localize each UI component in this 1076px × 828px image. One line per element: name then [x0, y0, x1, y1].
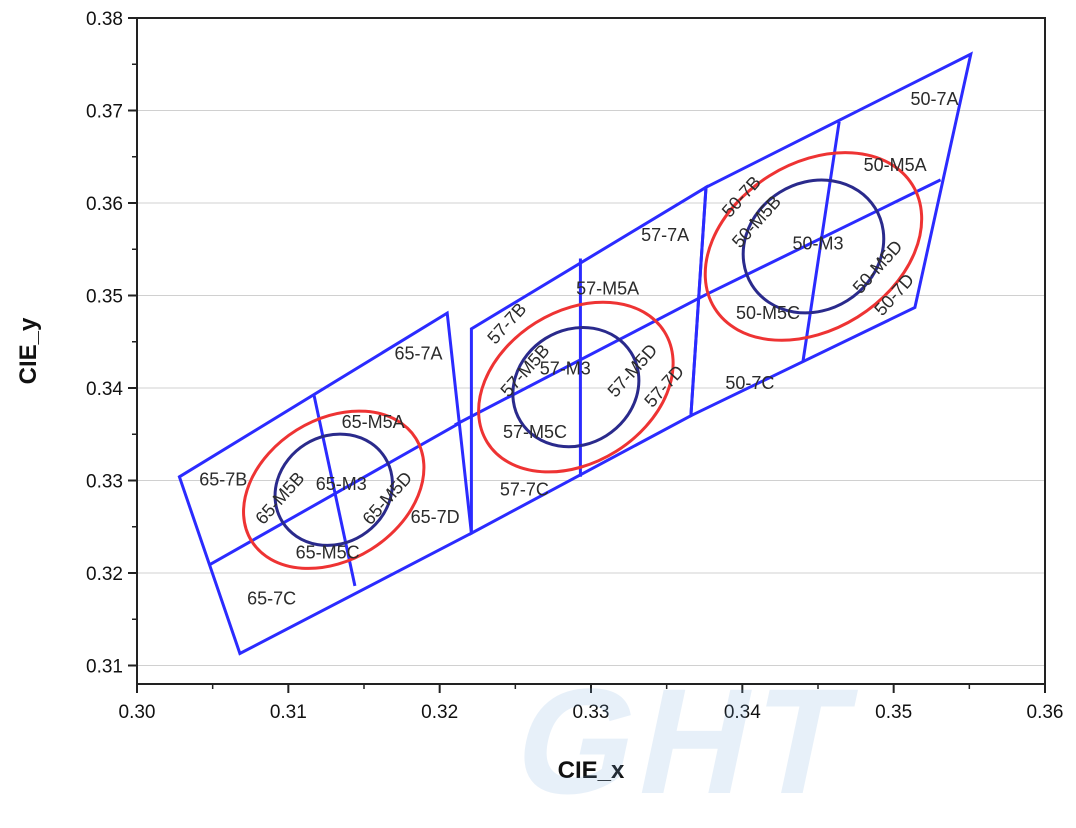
- plot-frame: [136, 17, 1046, 685]
- x-tick-label: 0.30: [119, 702, 156, 723]
- ellipse-65-m5: [242, 409, 426, 570]
- y-axis-ticks: 0.31 0.32 0.33 0.34 0.35 0.36 0.37 0.38: [86, 9, 137, 678]
- bin-labels: 65-7A65-7B65-7C65-7D65-M5A65-M5B65-M5C65…: [199, 89, 958, 609]
- bin-label: 65-7B: [199, 469, 247, 489]
- bin-label: 65-M5C: [296, 542, 360, 562]
- bin-label: 57-7C: [500, 479, 549, 499]
- y-tick-label: 0.37: [86, 102, 123, 123]
- y-tick-label: 0.32: [86, 564, 123, 585]
- bin-label: 65-7A: [394, 343, 442, 363]
- ellipse-57-m3: [511, 325, 641, 449]
- x-tick-label: 0.35: [875, 702, 912, 723]
- y-tick-label: 0.35: [86, 287, 123, 308]
- bin-shapes: [177, 51, 973, 656]
- bin-label: 57-M5A: [576, 279, 639, 299]
- y-tick-label: 0.34: [86, 379, 123, 400]
- ellipse-57-m5: [477, 300, 675, 474]
- ellipse-50-m3: [741, 178, 886, 315]
- y-tick-label: 0.38: [86, 9, 123, 30]
- y-tick-label: 0.33: [86, 472, 123, 493]
- divider-65: [312, 395, 357, 587]
- x-tick-label: 0.33: [573, 702, 610, 723]
- bin-label: 50-M3: [792, 233, 843, 253]
- x-tick-label: 0.31: [270, 702, 307, 723]
- bin-label: 57-M5C: [503, 422, 567, 442]
- grid-lines: [137, 110, 1045, 666]
- y-tick-label: 0.36: [86, 194, 123, 215]
- bin-label: 65-7C: [247, 589, 296, 609]
- x-tick-label: 0.36: [1027, 702, 1064, 723]
- y-axis-title: CIE_y: [15, 317, 42, 384]
- quadrangle-50: [689, 51, 973, 419]
- bin-label: 57-7A: [641, 225, 689, 245]
- bin-label: 50-7A: [911, 89, 959, 109]
- bin-label: 65-M3: [316, 474, 367, 494]
- bin-label: 57-7D: [640, 361, 688, 411]
- x-axis-ticks: 0.30 0.31 0.32 0.33 0.34 0.35 0.36: [119, 684, 1064, 723]
- y-tick-label: 0.31: [86, 657, 123, 678]
- divider-50: [801, 121, 841, 363]
- bin-label: 50-7C: [725, 373, 774, 393]
- bin-label: 57-M3: [540, 358, 591, 378]
- x-tick-label: 0.32: [421, 702, 458, 723]
- bin-label: 50-M5A: [864, 155, 927, 175]
- bin-label: 50-M5C: [736, 303, 800, 323]
- divider-50: [705, 178, 942, 296]
- ellipse-50-m5: [703, 151, 924, 342]
- ellipse-65-m3: [273, 432, 394, 547]
- bin-label: 65-M5A: [342, 412, 405, 432]
- x-tick-label: 0.34: [724, 702, 761, 723]
- bin-label: 65-7D: [411, 507, 460, 527]
- x-axis-title: CIE_x: [558, 757, 625, 784]
- cie-chart: 65-7A65-7B65-7C65-7D65-M5A65-M5B65-M5C65…: [15, 9, 1064, 784]
